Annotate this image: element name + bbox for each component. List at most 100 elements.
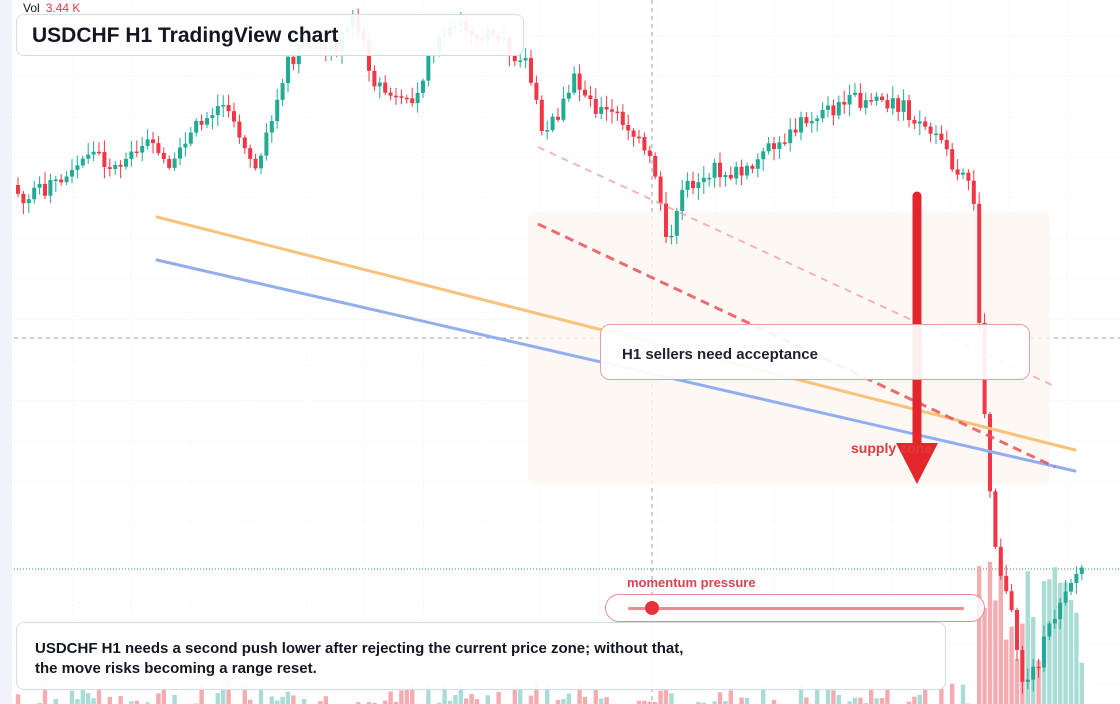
candle-body: [383, 82, 388, 93]
candle-body: [1020, 649, 1025, 682]
candle-body: [1042, 636, 1046, 668]
volume-bar: [280, 696, 285, 704]
candle-body: [377, 82, 382, 87]
candle-body: [1074, 573, 1079, 583]
volume-bar: [869, 689, 874, 704]
candle-body: [91, 151, 96, 155]
volume-bar: [404, 689, 409, 704]
volume-bar: [858, 697, 863, 704]
candle-body: [1015, 610, 1019, 650]
volume-bar: [1074, 612, 1079, 704]
volume-bar: [107, 696, 112, 704]
candle-body: [102, 152, 107, 168]
volume-bar: [653, 701, 658, 704]
volume-bar: [561, 699, 566, 704]
volume-bar: [761, 685, 766, 704]
candle-body: [588, 95, 593, 100]
candle-body: [156, 143, 161, 153]
candle-body: [534, 82, 539, 100]
volume-bar: [134, 700, 139, 704]
candle-body: [847, 94, 852, 105]
candle-body: [394, 95, 398, 98]
volume-bar: [604, 697, 609, 704]
candle-body: [291, 56, 296, 65]
candle-body: [826, 105, 830, 110]
candle-body: [545, 130, 550, 132]
volume-bar: [582, 696, 588, 704]
candle-body: [944, 140, 949, 150]
candle-body: [701, 177, 706, 183]
volume-bar: [366, 702, 372, 704]
volume-bar: [1036, 660, 1041, 704]
candle-body: [1025, 679, 1030, 682]
volume-bar: [53, 698, 58, 704]
momentum-label: momentum pressure: [627, 575, 756, 590]
candle-body: [653, 156, 658, 177]
volume-bar: [399, 690, 404, 704]
volume-bar: [977, 566, 982, 704]
candle-body: [539, 99, 544, 132]
candle-body: [707, 177, 712, 180]
volume-bar: [798, 685, 804, 704]
volume-bar: [993, 600, 998, 704]
candle-body: [993, 491, 998, 547]
supply-zone-label: supply zone: [851, 440, 932, 456]
volume-bar: [1058, 582, 1063, 704]
volume-bar: [215, 693, 220, 704]
volume-bar: [474, 699, 480, 704]
candle-body: [556, 116, 560, 120]
candle-body: [593, 99, 598, 114]
candle-body: [739, 166, 744, 176]
candle-body: [151, 139, 155, 144]
volume-bar: [1047, 579, 1052, 704]
candle-body: [950, 149, 955, 170]
candle-body: [928, 126, 933, 134]
candle-body: [140, 145, 145, 153]
candle-body: [275, 99, 280, 122]
candle-body: [64, 176, 69, 183]
volume-bar: [388, 691, 393, 704]
candle-body: [874, 96, 879, 101]
candle-body: [518, 60, 523, 63]
volume-bar: [939, 688, 944, 704]
candle-body: [75, 165, 80, 170]
volume-bar: [701, 702, 706, 704]
candle-body: [178, 147, 182, 159]
candle-body: [529, 58, 533, 83]
volume-bar: [739, 697, 744, 704]
candle-body: [631, 130, 636, 137]
momentum-knob[interactable]: [644, 601, 659, 615]
candle-body: [1052, 618, 1057, 624]
candle-body: [1047, 623, 1052, 637]
candle-body: [620, 111, 625, 125]
volume-bar: [636, 700, 642, 704]
candle-body: [48, 180, 53, 196]
candle-body: [610, 109, 614, 112]
volume-bar: [723, 701, 728, 704]
candle-body: [809, 121, 814, 124]
candle-body: [21, 193, 26, 204]
candle-body: [118, 164, 123, 167]
volume-bar: [437, 702, 442, 704]
volume-bar: [1052, 567, 1057, 704]
candle-body: [777, 142, 782, 150]
volume-bar: [1063, 582, 1068, 704]
volume-bar: [696, 701, 701, 704]
candle-body: [43, 183, 47, 196]
candle-body: [696, 182, 701, 189]
candle-body: [1036, 666, 1041, 669]
candle-body: [113, 164, 118, 169]
candle-body: [934, 133, 938, 136]
candle-body: [134, 151, 139, 154]
candle-body: [232, 111, 236, 122]
candle-body: [772, 143, 776, 150]
candle-body: [766, 143, 771, 152]
candle-body: [923, 121, 928, 127]
volume-bar: [599, 698, 604, 704]
volume-bar: [242, 682, 247, 704]
volume-bar: [172, 694, 177, 704]
momentum-slider[interactable]: [605, 594, 985, 622]
candle-body: [512, 54, 517, 62]
candle-body: [215, 106, 220, 116]
